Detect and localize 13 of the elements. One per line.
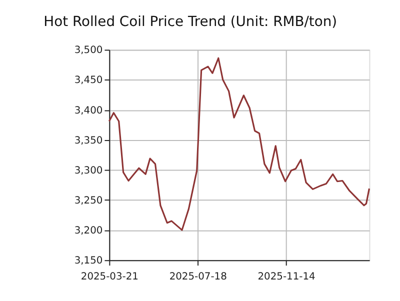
y-tick-label: 3,350 [74,135,103,146]
chart-title: Hot Rolled Coil Price Trend (Unit: RMB/ton) [44,14,338,30]
y-tick-label: 3,500 [74,45,103,56]
y-tick-label: 3,300 [74,165,103,176]
y-tick-label: 3,400 [74,105,103,116]
x-tick-label: 2025-11-14 [258,271,316,282]
y-tick-label: 3,450 [74,75,103,86]
y-tick-label: 3,250 [74,195,103,206]
x-tick-label: 2025-07-18 [169,271,227,282]
x-tick-label: 2025-03-21 [80,271,138,282]
line-series [108,57,370,231]
y-tick-label: 3,150 [74,256,103,267]
y-tick-label: 3,200 [74,226,103,237]
